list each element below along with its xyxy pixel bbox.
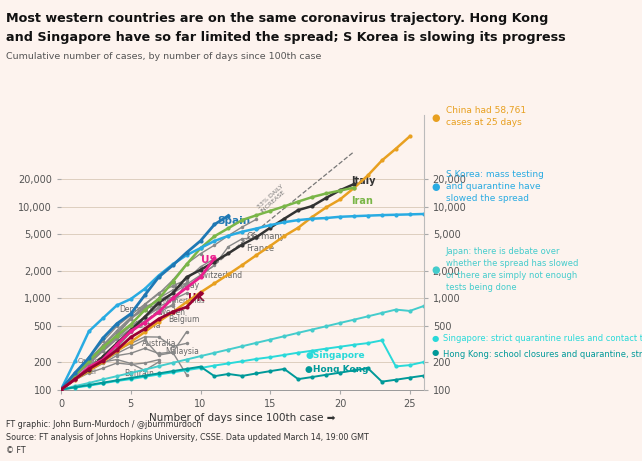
Text: France: France bbox=[247, 244, 275, 253]
Text: S Korea: mass testing
and quarantine have
slowed the spread: S Korea: mass testing and quarantine hav… bbox=[446, 171, 543, 203]
Text: Source: FT analysis of Johns Hopkins University, CSSE. Data updated March 14, 19: Source: FT analysis of Johns Hopkins Uni… bbox=[6, 433, 369, 443]
Text: ●: ● bbox=[431, 182, 440, 192]
Text: ●Singapore: ●Singapore bbox=[305, 351, 365, 360]
Text: Hong Kong: school closures and quarantine, strong community response: Hong Kong: school closures and quarantin… bbox=[443, 349, 642, 359]
Text: ●: ● bbox=[431, 334, 438, 343]
Text: and Singapore have so far limited the spread; S Korea is slowing its progress: and Singapore have so far limited the sp… bbox=[6, 31, 566, 44]
Text: Most western countries are on the same coronavirus trajectory. Hong Kong: Most western countries are on the same c… bbox=[6, 12, 549, 24]
Text: US: US bbox=[200, 255, 216, 265]
Text: ●: ● bbox=[431, 348, 438, 357]
Text: Italy: Italy bbox=[351, 176, 376, 186]
Text: Netherlands: Netherlands bbox=[163, 298, 205, 304]
Text: Spain: Spain bbox=[217, 216, 250, 226]
Text: UK: UK bbox=[188, 293, 204, 303]
Text: © FT: © FT bbox=[6, 446, 26, 455]
Text: Sweden: Sweden bbox=[156, 308, 186, 317]
Text: Japan: there is debate over
whether the spread has slowed
or there are simply no: Japan: there is debate over whether the … bbox=[446, 248, 578, 292]
Text: ●Hong Kong: ●Hong Kong bbox=[305, 365, 369, 374]
Text: Israel: Israel bbox=[78, 369, 97, 375]
Text: Switzerland: Switzerland bbox=[198, 272, 243, 280]
X-axis label: Number of days since 100th case ➡: Number of days since 100th case ➡ bbox=[149, 413, 336, 423]
Text: Singapore: strict quarantine rules and contact tracing: Singapore: strict quarantine rules and c… bbox=[443, 334, 642, 343]
Text: Malaysia: Malaysia bbox=[166, 347, 200, 356]
Text: Austria: Austria bbox=[134, 321, 161, 330]
Text: Bahrain: Bahrain bbox=[124, 369, 153, 378]
Text: Canada: Canada bbox=[78, 358, 104, 364]
Text: China had 58,761
cases at 25 days: China had 58,761 cases at 25 days bbox=[446, 106, 526, 127]
Text: Iran: Iran bbox=[351, 196, 373, 206]
Text: Cumulative number of cases, by number of days since 100th case: Cumulative number of cases, by number of… bbox=[6, 52, 322, 61]
Text: Belgium: Belgium bbox=[168, 315, 200, 324]
Text: Australia: Australia bbox=[142, 339, 177, 348]
Text: Denmark: Denmark bbox=[119, 305, 155, 314]
Text: ●: ● bbox=[431, 112, 440, 123]
Text: 33% DAILY
INCREASE: 33% DAILY INCREASE bbox=[256, 183, 288, 213]
Text: FT graphic: John Burn-Murdoch / @jburnmurdoch: FT graphic: John Burn-Murdoch / @jburnmu… bbox=[6, 420, 202, 430]
Text: ●: ● bbox=[431, 265, 440, 275]
Text: Germany: Germany bbox=[247, 232, 285, 241]
Text: Norway: Norway bbox=[169, 281, 199, 290]
